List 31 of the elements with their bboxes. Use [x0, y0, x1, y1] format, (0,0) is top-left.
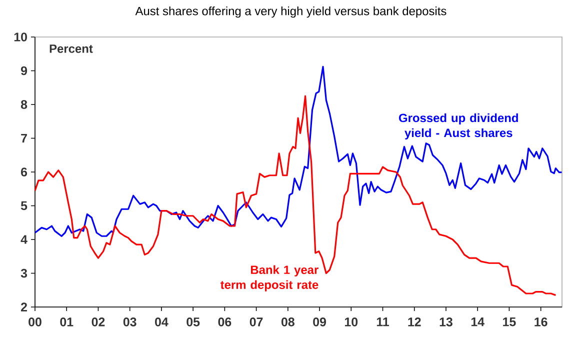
x-tick-label: 09 [313, 318, 326, 326]
y-tick-label: 3 [20, 268, 28, 278]
x-tick-label: 03 [123, 318, 136, 326]
x-tick-label: 06 [218, 318, 232, 326]
x-tick-label: 05 [186, 318, 200, 326]
line-series [34, 66, 562, 237]
y-tick-label: 10 [14, 32, 27, 42]
y-tick-label: 2 [20, 302, 27, 312]
x-tick-label: 04 [155, 318, 168, 326]
x-tick-label: 11 [376, 318, 389, 326]
y-tick-label: 7 [21, 134, 27, 143]
y-tick-label: 4 [20, 235, 28, 244]
annotation: Percent [50, 44, 93, 53]
chart-title: Aust shares offering a very high yield versus bank deposits [135, 6, 446, 18]
x-tick-label: 02 [92, 318, 105, 326]
x-tick-label: 16 [534, 318, 548, 326]
y-tick-label: 8 [20, 100, 28, 109]
x-tick-label: 07 [250, 318, 263, 326]
x-tick-label: 08 [281, 318, 294, 326]
x-tick-label: 00 [28, 318, 42, 326]
series-label: Grossed up dividend yield - Aust shares [398, 113, 518, 140]
y-tick-label: 9 [20, 66, 28, 76]
x-tick-label: 14 [471, 318, 484, 326]
x-tick-label: 12 [408, 318, 421, 326]
y-tick-label: 5 [20, 201, 28, 210]
x-tick-label: 13 [440, 318, 452, 326]
x-tick-label: 10 [344, 318, 358, 326]
x-tick-label: 01 [60, 318, 74, 326]
x-tick-label: 15 [503, 318, 516, 326]
series-label: Bank 1 year term deposit rate [220, 265, 318, 292]
y-tick-label: 6 [21, 168, 28, 176]
